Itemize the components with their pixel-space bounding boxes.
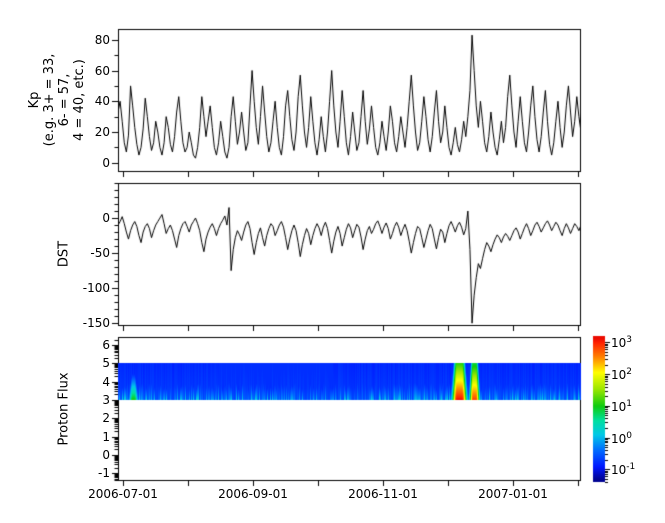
proton-flux-ytick-label: -1	[98, 466, 110, 481]
colorbar	[593, 336, 605, 482]
dst-panel	[118, 183, 581, 326]
dst-ytick-label: -100	[82, 281, 110, 296]
dst-ytick-label: -50	[90, 246, 110, 261]
kp-ytick-label: 60	[94, 63, 110, 78]
proton-flux-ytick-label: 0	[102, 447, 110, 462]
kp-axis-title-line: (e.g. 3+ = 33,	[42, 53, 57, 147]
proton-flux-ytick-label: 5	[102, 356, 110, 371]
colorbar-tick-label: 10-1	[611, 462, 636, 478]
proton-flux-ytick-label: 6	[102, 338, 110, 353]
dst-ytick-label: -150	[82, 316, 110, 331]
dst-ytick-label: 0	[102, 211, 110, 226]
kp-panel	[118, 29, 581, 172]
proton-flux-ytick-label: 1	[102, 429, 110, 444]
colorbar-tick-label: 102	[611, 367, 633, 383]
kp-ytick-label: 0	[102, 155, 110, 170]
proton-flux-ytick-label: 3	[102, 392, 110, 407]
x-tick-label: 2006-07-01	[88, 487, 158, 501]
proton-flux-panel	[118, 337, 581, 481]
x-tick-label: 2007-01-01	[478, 487, 548, 501]
kp-ytick-label: 80	[94, 32, 110, 47]
x-tick-label: 2006-09-01	[218, 487, 288, 501]
proton-flux-ytick-label: 4	[102, 374, 110, 389]
kp-axis-title-line: Kp	[27, 91, 42, 109]
x-tick-label: 2006-11-01	[348, 487, 418, 501]
kp-ytick-label: 40	[94, 94, 110, 109]
kp-ytick-label: 20	[94, 125, 110, 140]
proton-flux-ytick-label: 2	[102, 411, 110, 426]
colorbar-tick-label: 103	[611, 335, 633, 351]
colorbar-tick-label: 101	[611, 398, 633, 414]
colorbar-tick-label: 100	[611, 430, 633, 446]
